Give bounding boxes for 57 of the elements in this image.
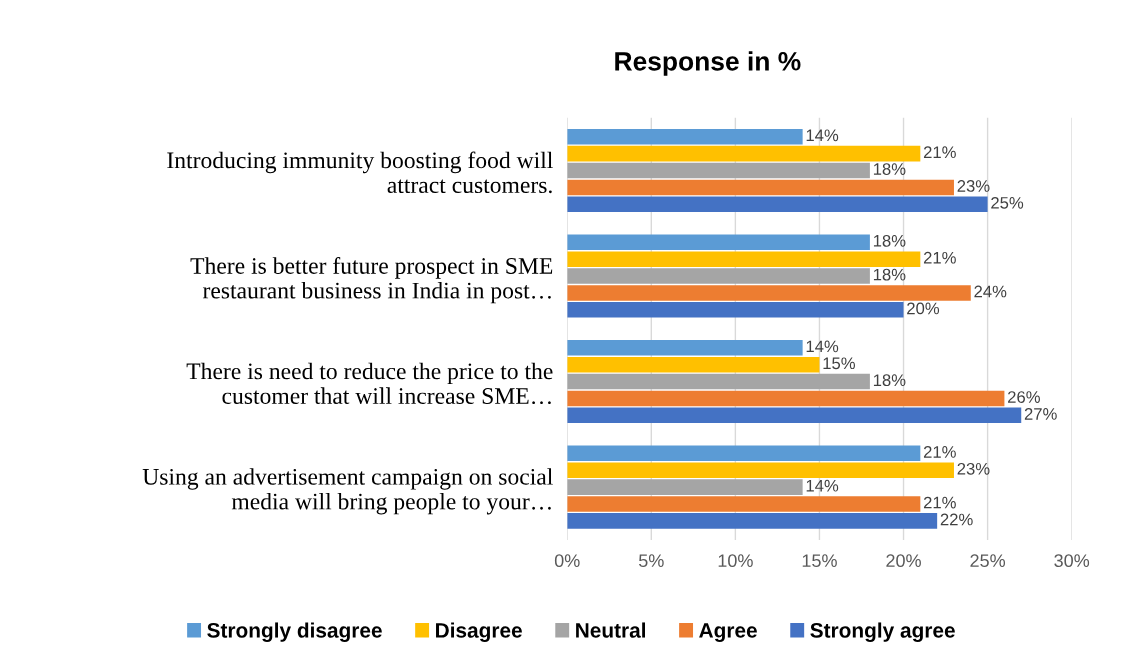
bar bbox=[567, 373, 870, 390]
data-label: 18% bbox=[873, 374, 906, 387]
bar bbox=[567, 196, 988, 213]
bar bbox=[567, 162, 870, 179]
bar bbox=[567, 179, 954, 196]
x-tick-label: 0% bbox=[554, 554, 580, 568]
data-label: 21% bbox=[923, 251, 956, 264]
y-tick-label: Using an advertisement campaign on social media will bring people to your… bbox=[142, 468, 553, 515]
x-tick-label: 5% bbox=[638, 554, 664, 568]
chart-title: Response in % bbox=[615, 51, 801, 76]
data-label: 14% bbox=[806, 479, 839, 492]
data-label: 21% bbox=[923, 146, 956, 159]
data-label: 23% bbox=[957, 180, 990, 192]
bar bbox=[567, 340, 803, 356]
data-label: 23% bbox=[957, 462, 990, 475]
data-label: 15% bbox=[823, 357, 855, 370]
bar bbox=[567, 407, 1022, 424]
bar bbox=[567, 251, 921, 267]
bar bbox=[567, 356, 820, 373]
legend-label: Strongly agree bbox=[810, 622, 955, 642]
data-label: 21% bbox=[923, 496, 956, 509]
data-label: 25% bbox=[991, 196, 1024, 209]
y-tick-label: There is better future prospect in SME restaurant business in India in post… bbox=[190, 257, 553, 304]
data-label: 18% bbox=[873, 268, 906, 281]
x-tick-label: 10% bbox=[718, 554, 753, 568]
bar bbox=[567, 390, 1005, 407]
data-label: 14% bbox=[806, 129, 839, 142]
bar bbox=[567, 234, 870, 251]
y-tick-label: Introducing immunity boosting food will attract customers. bbox=[167, 151, 553, 194]
data-label: 24% bbox=[974, 285, 1007, 298]
bar bbox=[567, 462, 954, 478]
bar bbox=[567, 302, 904, 318]
bar bbox=[567, 445, 921, 462]
data-label: 22% bbox=[940, 513, 973, 526]
data-label: 26% bbox=[1008, 391, 1040, 403]
data-label: 18% bbox=[873, 234, 906, 247]
y-tick-label: There is need to reduce the price to the customer that will increase SME… bbox=[186, 362, 553, 405]
legend-label: Disagree bbox=[436, 622, 522, 642]
x-tick-label: 15% bbox=[802, 554, 837, 568]
legend-label: Neutral bbox=[576, 622, 646, 638]
x-tick-label: 20% bbox=[886, 554, 921, 568]
bar bbox=[567, 479, 803, 495]
data-label: 14% bbox=[806, 340, 839, 353]
bar bbox=[567, 496, 921, 512]
bar bbox=[567, 145, 921, 162]
bar bbox=[567, 268, 870, 284]
x-tick-label: 30% bbox=[1054, 554, 1090, 568]
bar bbox=[567, 128, 803, 145]
legend-label: Strongly disagree bbox=[207, 622, 382, 642]
data-label: 18% bbox=[873, 163, 906, 175]
legend-label: Agree bbox=[699, 623, 757, 642]
data-label: 20% bbox=[907, 302, 940, 315]
x-tick-label: 25% bbox=[970, 554, 1006, 568]
data-label: 27% bbox=[1024, 408, 1057, 420]
data-label: 21% bbox=[923, 446, 956, 458]
bar bbox=[567, 285, 971, 301]
bar bbox=[567, 513, 938, 529]
